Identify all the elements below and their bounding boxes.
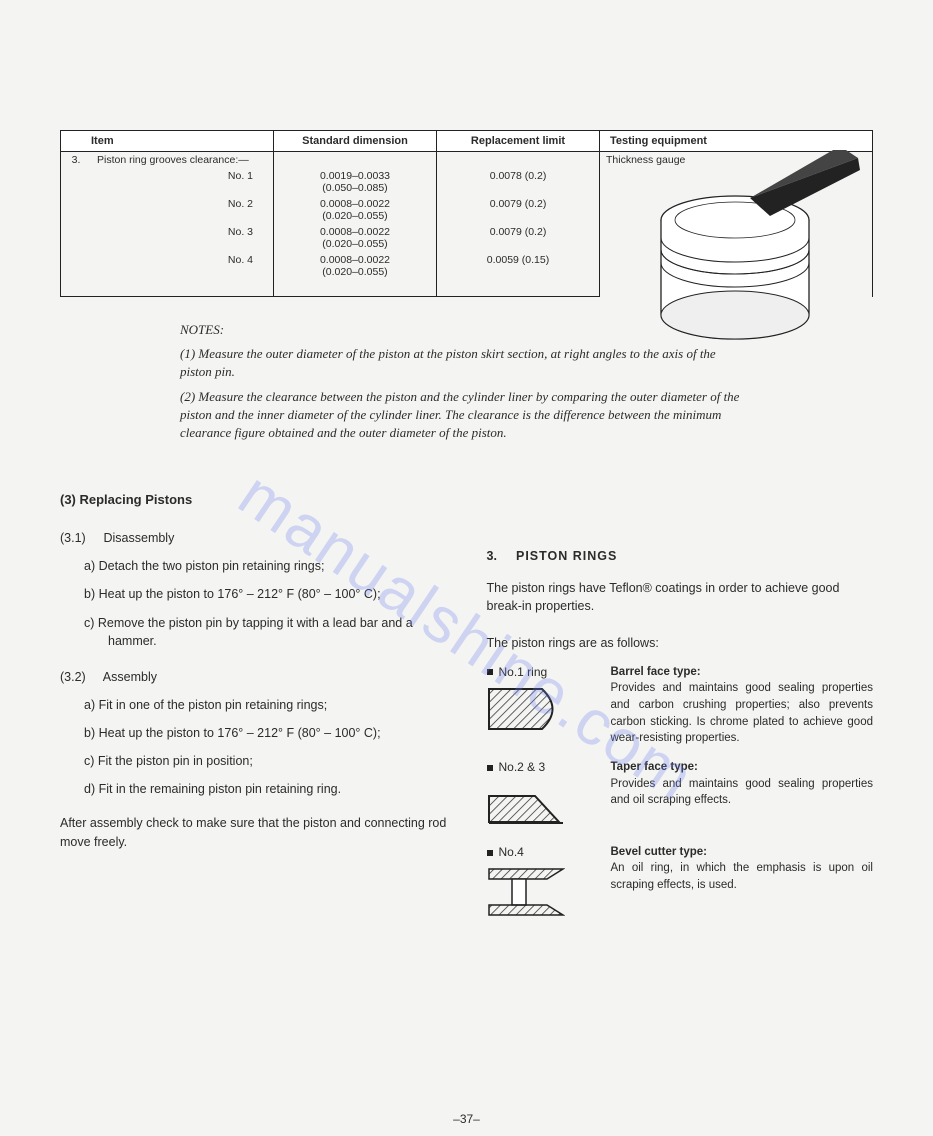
ring2-desc: Provides and maintains good sealing prop…	[611, 776, 874, 809]
th-std: Standard dimension	[274, 131, 437, 152]
ring2-type: Taper face type:	[611, 759, 874, 776]
row-limit-1: 0.0078 (0.2)	[437, 168, 600, 196]
s31-a: a) Detach the two piston pin retaining r…	[84, 557, 447, 575]
s32-c: c) Fit the piston pin in position;	[84, 752, 447, 770]
row-label-1: No. 1	[91, 168, 274, 196]
barrel-face-icon	[487, 687, 565, 731]
rings-list-intro: The piston rings are as follows:	[487, 634, 874, 652]
rings-intro: The piston rings have Teflon® coatings i…	[487, 579, 874, 615]
ring3-label: No.4	[499, 845, 524, 859]
s31-title: Disassembly	[103, 531, 174, 545]
bullet-icon	[487, 765, 493, 771]
row-std-1: 0.0019–0.0033 (0.050–0.085)	[274, 168, 437, 196]
s32-d: d) Fit in the remaining piston pin retai…	[84, 780, 447, 798]
bevel-cutter-icon	[487, 867, 565, 919]
s32-b: b) Heat up the piston to 176° – 212° F (…	[84, 724, 447, 742]
s31-c: c) Remove the piston pin by tapping it w…	[84, 614, 447, 650]
piston-gauge-illustration	[600, 150, 860, 360]
s31-b: b) Heat up the piston to 176° – 212° F (…	[84, 585, 447, 603]
ring3-desc: An oil ring, in which the emphasis is up…	[611, 860, 874, 893]
row-label-4: No. 4	[91, 252, 274, 297]
bullet-icon	[487, 669, 493, 675]
s32-title: Assembly	[103, 670, 157, 684]
ring-row-2: No.2 & 3 Taper face type: Provides and m…	[487, 759, 874, 832]
left-column: (3.1) Disassembly a) Detach the two pist…	[60, 521, 447, 924]
row-label-2: No. 2	[91, 196, 274, 224]
right-column: 3. PISTON RINGS The piston rings have Te…	[487, 521, 874, 924]
th-item: Item	[61, 131, 274, 152]
row-num: 3.	[61, 152, 92, 169]
rings-title: PISTON RINGS	[516, 549, 617, 563]
section-3-head: (3) Replacing Pistons	[60, 492, 873, 507]
ring3-type: Bevel cutter type:	[611, 844, 874, 861]
row-std-3: 0.0008–0.0022 (0.020–0.055)	[274, 224, 437, 252]
row-limit-4: 0.0059 (0.15)	[437, 252, 600, 297]
page-number: –37–	[0, 1112, 933, 1126]
s32-num: (3.2)	[60, 668, 100, 686]
ring-row-1: No.1 ring Barrel face type: Provides and…	[487, 664, 874, 747]
ring1-desc: Provides and maintains good sealing prop…	[611, 680, 874, 747]
row-limit-2: 0.0079 (0.2)	[437, 196, 600, 224]
row-title: Piston ring grooves clearance:—	[91, 152, 274, 169]
equip-cell: Thickness gauge	[600, 152, 873, 297]
rings-num: 3.	[487, 547, 513, 565]
row-std-4: 0.0008–0.0022 (0.020–0.055)	[274, 252, 437, 297]
s32-a: a) Fit in one of the piston pin retainin…	[84, 696, 447, 714]
after-note: After assembly check to make sure that t…	[60, 814, 447, 850]
ring1-label: No.1 ring	[499, 665, 548, 679]
th-limit: Replacement limit	[437, 131, 600, 152]
bullet-icon	[487, 850, 493, 856]
ring-row-3: No.4 Bevel cutter type: An oil	[487, 844, 874, 925]
ring1-type: Barrel face type:	[611, 664, 874, 681]
ring2-label: No.2 & 3	[499, 760, 546, 774]
s31-num: (3.1)	[60, 529, 100, 547]
taper-face-icon	[487, 782, 565, 826]
note-2: (2) Measure the clearance between the pi…	[180, 388, 740, 443]
row-label-3: No. 3	[91, 224, 274, 252]
row-limit-3: 0.0079 (0.2)	[437, 224, 600, 252]
row-std-2: 0.0008–0.0022 (0.020–0.055)	[274, 196, 437, 224]
spec-table: Item Standard dimension Replacement limi…	[60, 130, 873, 297]
th-equip: Testing equipment	[600, 131, 873, 152]
